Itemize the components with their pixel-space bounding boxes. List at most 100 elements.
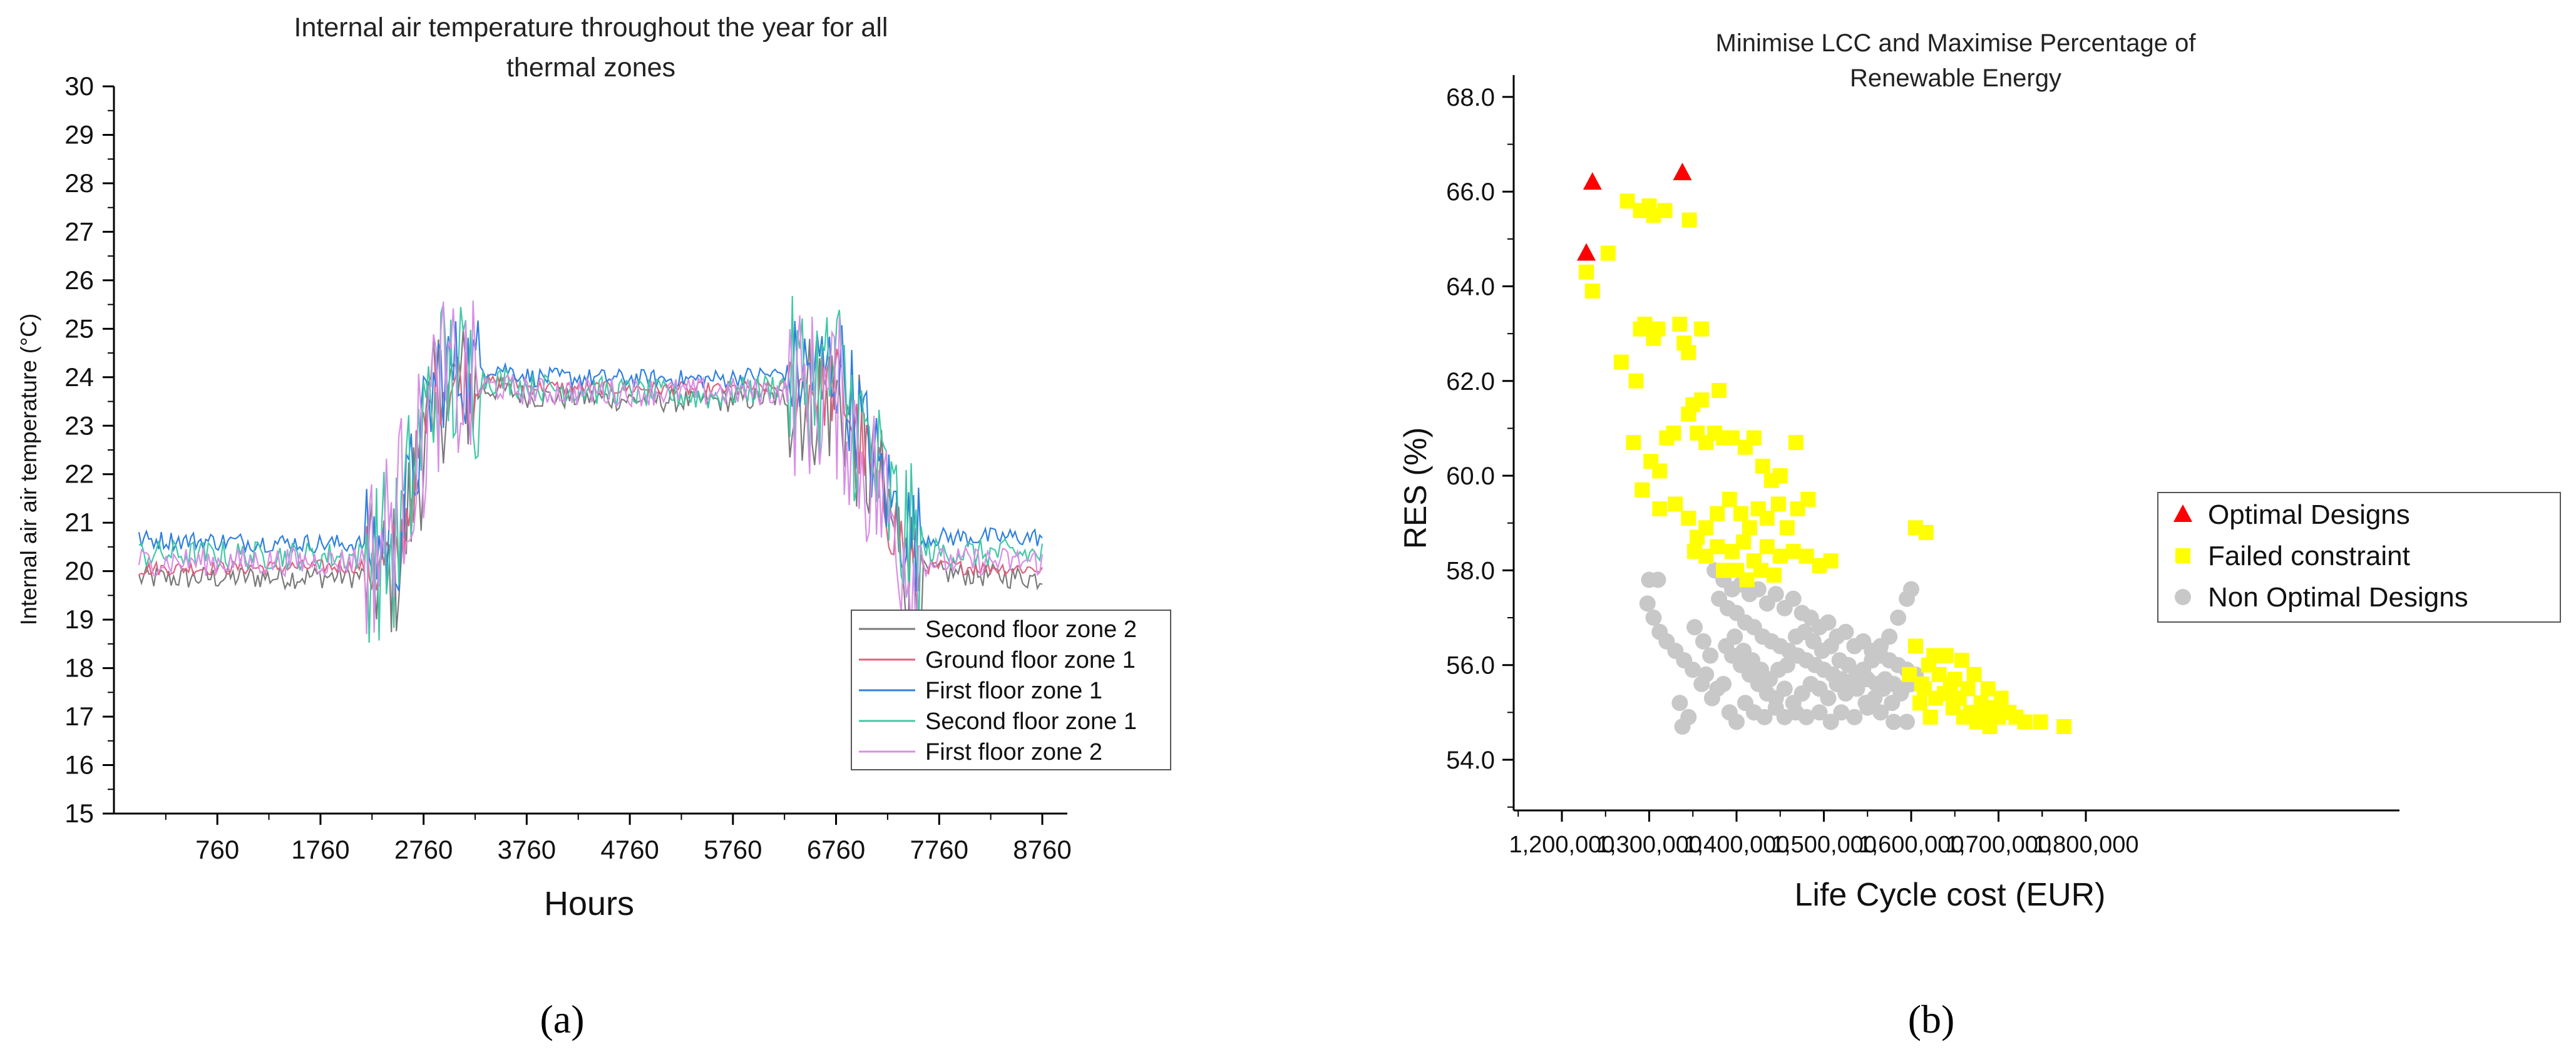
chart-b-point-circle xyxy=(1872,704,1889,721)
chart-b-point-square xyxy=(1716,563,1732,578)
chart-a-ticks: 15 16 17 18 19 20 21 22 23 24 25 26 27 28 29 30 760 1760 2… xyxy=(64,71,1071,864)
chart-b-point-square xyxy=(1755,458,1770,474)
chart-b-point-square xyxy=(1736,534,1752,550)
chart-b-legend-marker xyxy=(2173,504,2192,522)
chart-b-point-circle xyxy=(1728,713,1745,730)
chart-b-point-circle xyxy=(1903,581,1919,598)
chart-b-point-square xyxy=(1681,406,1696,422)
chart-b-point-circle xyxy=(1671,695,1688,712)
chart-b-point-circle xyxy=(1837,623,1854,640)
chart-a-x-tick-label: 760 xyxy=(195,835,239,864)
chart-b-point-square xyxy=(1914,676,1929,692)
chart-b-point-circle xyxy=(1674,718,1691,735)
chart-b-point-square xyxy=(1657,203,1673,218)
chart-a-series-line-2 xyxy=(138,349,1043,591)
chart-a-x-tick-label: 8760 xyxy=(1013,835,1071,864)
chart-b-point-triangle xyxy=(1577,243,1596,261)
chart-b-point-circle xyxy=(1798,708,1815,725)
chart-a-y-tick-label: 17 xyxy=(64,702,94,731)
chart-b-caption: (b) xyxy=(1908,997,1955,1041)
chart-a-x-axis-label: Hours xyxy=(544,885,634,922)
chart-a-y-tick-label: 26 xyxy=(64,265,94,295)
chart-b-point-circle xyxy=(1881,628,1898,645)
chart-b-point-circle xyxy=(1864,652,1881,669)
chart-b-point-square xyxy=(1694,392,1710,408)
chart-b-point-square xyxy=(1978,705,1993,720)
chart-b-point-circle xyxy=(1686,619,1703,636)
chart-b-point-square xyxy=(1646,330,1661,346)
chart-a-legend-label: Second floor zone 1 xyxy=(925,708,1137,735)
chart-a-title-line-1: Internal air temperature throughout the … xyxy=(294,13,888,43)
chart-b-point-square xyxy=(1993,690,2009,706)
chart-b-point-square xyxy=(1746,430,1762,446)
chart-b-point-square xyxy=(1788,435,1804,451)
chart-a-x-tick-label: 6760 xyxy=(807,835,865,864)
chart-a-y-tick-label: 19 xyxy=(64,605,94,634)
chart-b-point-circle xyxy=(1727,628,1743,645)
chart-b-point-square xyxy=(1823,553,1839,569)
chart-b-point-square xyxy=(1991,709,2006,725)
chart-b-point-square xyxy=(1733,506,1748,521)
chart-a-y-tick-label: 15 xyxy=(64,799,94,828)
chart-b-point-square xyxy=(1626,435,1641,451)
chart-b-x-tick-label: 1,500,000 xyxy=(1771,832,1877,858)
chart-b-point-circle xyxy=(1650,571,1666,588)
chart-a-x-tick-label: 4760 xyxy=(600,835,659,864)
chart-b-point-square xyxy=(1634,482,1650,498)
chart-b-point-circle xyxy=(1778,656,1795,673)
chart-b-point-circle xyxy=(1892,685,1909,702)
chart-b-legend-label: Failed constraint xyxy=(2208,541,2410,571)
chart-b-y-tick-label: 56.0 xyxy=(1446,652,1495,680)
chart-a-y-tick-label: 27 xyxy=(64,217,94,246)
chart-b-point-circle xyxy=(1899,713,1916,730)
chart-b-point-square xyxy=(1722,491,1737,507)
chart-b-point-square xyxy=(1710,506,1725,521)
chart-a-x-tick-label: 3760 xyxy=(498,835,556,864)
chart-a-y-tick-label: 18 xyxy=(64,653,94,683)
chart-b-y-tick-label: 58.0 xyxy=(1446,557,1495,585)
chart-b-point-square xyxy=(1666,426,1681,441)
chart-a-x-tick-label: 7760 xyxy=(910,835,968,864)
chart-b-x-tick-label: 1,400,000 xyxy=(1683,832,1789,858)
chart-b-point-square xyxy=(1942,676,1958,692)
chart-a-y-tick-label: 22 xyxy=(64,459,94,489)
chart-a-legend-label: First floor zone 2 xyxy=(925,739,1102,765)
chart-b-y-tick-label: 64.0 xyxy=(1446,273,1495,301)
chart-a-y-tick-label: 24 xyxy=(64,362,94,392)
chart-a-y-tick-label: 21 xyxy=(64,508,94,537)
chart-b-y-tick-label: 66.0 xyxy=(1446,178,1495,206)
chart-b-title-line-2: Renewable Energy xyxy=(1850,64,2061,92)
chart-b-point-square xyxy=(1739,572,1755,588)
chart-b-y-tick-label: 68.0 xyxy=(1446,84,1495,111)
chart-b-title-line-1: Minimise LCC and Maximise Percentage of xyxy=(1716,29,2197,57)
chart-b-point-square xyxy=(1672,317,1688,332)
chart-b-point-square xyxy=(1966,666,1982,682)
chart-b-point-square xyxy=(1742,520,1757,536)
chart-b-point-circle xyxy=(1875,680,1892,697)
chart-b-point-circle xyxy=(1849,680,1865,697)
chart-b-point-square xyxy=(1759,539,1775,554)
chart-b-point-square xyxy=(1652,501,1668,517)
chart-a-caption: (a) xyxy=(540,997,584,1041)
chart-a-y-tick-label: 29 xyxy=(64,120,94,149)
chart-a-y-tick-label: 20 xyxy=(64,556,94,586)
chart-a-legend-label: Second floor zone 2 xyxy=(925,616,1137,643)
chart-b-point-square xyxy=(1770,496,1786,512)
chart-b-point-triangle xyxy=(1673,162,1692,180)
chart-a-x-tick-label: 5760 xyxy=(704,835,762,864)
chart-b-point-circle xyxy=(1785,590,1802,607)
chart-b-point-square xyxy=(1918,524,1934,540)
chart-b-point-circle xyxy=(1685,661,1701,678)
chart-b-point-circle xyxy=(1820,614,1837,631)
chart-b-point-square xyxy=(1951,690,1967,706)
chart-b-point-square xyxy=(2056,719,2072,735)
chart-a-y-tick-label: 28 xyxy=(64,168,94,198)
chart-a-y-tick-label: 30 xyxy=(64,71,94,101)
chart-b-point-square xyxy=(1980,681,1996,697)
chart-b-point-circle xyxy=(1645,610,1662,626)
chart-b-ticks: 54.0 56.0 58.0 60.0 62.0 64.0 66.0 68.0 1,200,00… xyxy=(1446,84,2138,858)
chart-b-point-square xyxy=(1799,548,1814,564)
chart-b-point-circle xyxy=(1822,638,1839,655)
chart-b-point-circle xyxy=(1709,680,1726,697)
